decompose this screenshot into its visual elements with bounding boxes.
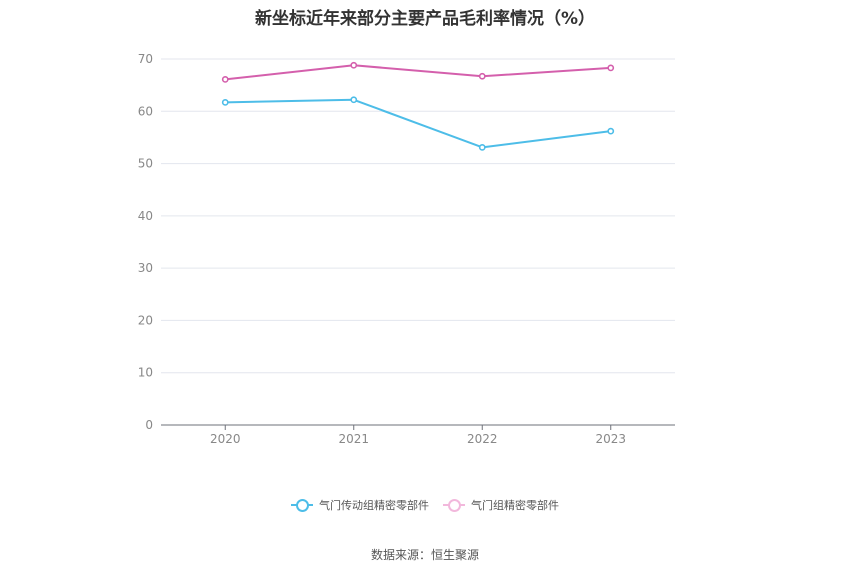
grid-layer <box>161 58 675 374</box>
data-source: 数据来源：恒生聚源 <box>370 548 479 562</box>
y-tick-label: 30 <box>138 261 153 275</box>
y-tick-label: 0 <box>145 418 153 432</box>
x-tick-label: 2020 <box>210 432 241 446</box>
data-point <box>478 72 486 80</box>
axis-layer: 0 10 20 30 40 50 60 70 2020 2021 2022 2023 <box>138 52 675 446</box>
x-tick-label: 2022 <box>467 432 498 446</box>
x-tick-label: 2021 <box>338 432 369 446</box>
x-tick-label: 2023 <box>595 432 626 446</box>
y-tick-label: 70 <box>138 52 153 66</box>
series-layer <box>221 61 615 151</box>
legend-marker-icon <box>443 498 465 512</box>
legend-item-series-2[interactable]: 气门组精密零部件 <box>443 497 559 513</box>
series-line-2 <box>225 64 611 81</box>
data-point <box>350 96 358 104</box>
legend-marker-icon <box>291 498 313 512</box>
data-point <box>607 127 615 135</box>
data-point <box>221 75 229 83</box>
y-tick-label: 60 <box>138 104 153 118</box>
y-tick-label: 50 <box>138 157 153 171</box>
y-tick-label: 10 <box>138 366 153 380</box>
legend-item-series-1[interactable]: 气门传动组精密零部件 <box>291 497 429 513</box>
data-point <box>221 98 229 106</box>
y-tick-label: 40 <box>138 209 153 223</box>
legend-label: 气门组精密零部件 <box>471 499 559 512</box>
chart-title: 新坐标近年来部分主要产品毛利率情况（%） <box>254 9 596 29</box>
data-point <box>607 64 615 72</box>
legend: 气门传动组精密零部件 气门组精密零部件 <box>0 497 850 513</box>
series-line-1 <box>225 98 611 149</box>
data-point <box>478 143 486 151</box>
data-point <box>350 61 358 69</box>
legend-label: 气门传动组精密零部件 <box>319 499 429 512</box>
y-tick-label: 20 <box>138 313 153 327</box>
